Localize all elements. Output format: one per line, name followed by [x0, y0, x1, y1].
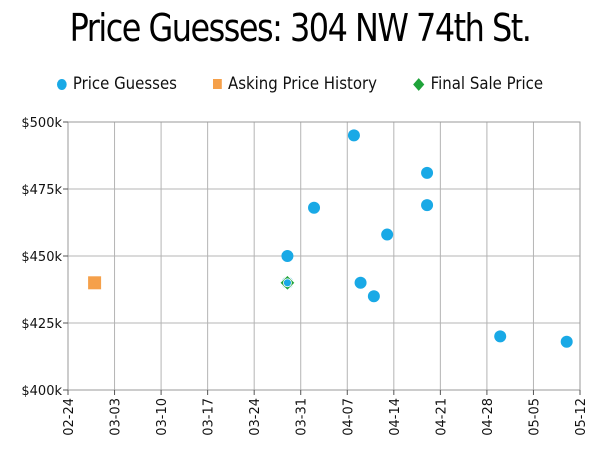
price-guess-point — [281, 250, 294, 262]
legend-label-price-guesses: Price Guesses — [72, 74, 177, 94]
x-tick-label: 05-12 — [574, 398, 589, 436]
y-tick-label: $500k — [21, 116, 62, 131]
circle-marker-icon — [57, 78, 67, 90]
legend-item-final-sale-price: Final Sale Price — [413, 74, 543, 94]
x-tick-label: 03-24 — [248, 398, 263, 436]
price-guess-point — [308, 201, 321, 214]
x-tick-label: 04-07 — [341, 398, 356, 436]
price-guess-point — [421, 166, 434, 179]
y-tick-label: $475k — [21, 183, 62, 198]
x-tick-label: 04-14 — [388, 398, 403, 436]
x-tick-label: 03-10 — [155, 398, 170, 436]
legend-label-final-sale-price: Final Sale Price — [430, 74, 544, 94]
legend: Price Guesses Asking Price History Final… — [0, 74, 600, 98]
x-tick-label: 04-28 — [481, 398, 496, 436]
price-guess-point — [421, 199, 434, 212]
price-guess-point — [560, 335, 573, 348]
price-guess-point — [367, 290, 380, 303]
x-tick-label: 05-05 — [527, 398, 542, 436]
y-tick-label: $425k — [21, 317, 62, 332]
x-tick-label: 03-17 — [202, 398, 217, 436]
axes — [63, 121, 581, 395]
price-guess-point — [381, 228, 394, 241]
legend-item-price-guesses: Price Guesses — [57, 74, 177, 94]
x-tick-labels: 02-24 03-03 03-10 03-17 03-24 03-31 04-07 04-14… — [62, 398, 589, 436]
y-tick-label: $400k — [21, 384, 62, 399]
y-tick-label: $450k — [21, 250, 62, 265]
grid-lines — [68, 122, 580, 390]
x-tick-label: 03-03 — [109, 398, 124, 436]
chart-title: Price Guesses: 304 NW 74th St. — [69, 6, 532, 50]
price-guess-point — [494, 330, 507, 343]
price-guess-point-overlap — [283, 278, 292, 288]
price-guess-point — [347, 129, 360, 142]
legend-label-asking-price-history: Asking Price History — [227, 74, 378, 94]
square-marker-icon — [213, 79, 222, 89]
y-tick-labels: $400k $425k $450k $475k $500k — [21, 116, 62, 399]
legend-item-asking-price-history: Asking Price History — [213, 74, 377, 94]
price-guess-point — [354, 276, 367, 289]
x-tick-label: 02-24 — [62, 398, 77, 436]
asking-price-point — [88, 276, 102, 290]
x-tick-label: 03-31 — [295, 398, 310, 436]
data-points — [88, 129, 573, 348]
x-tick-label: 04-21 — [434, 398, 449, 436]
